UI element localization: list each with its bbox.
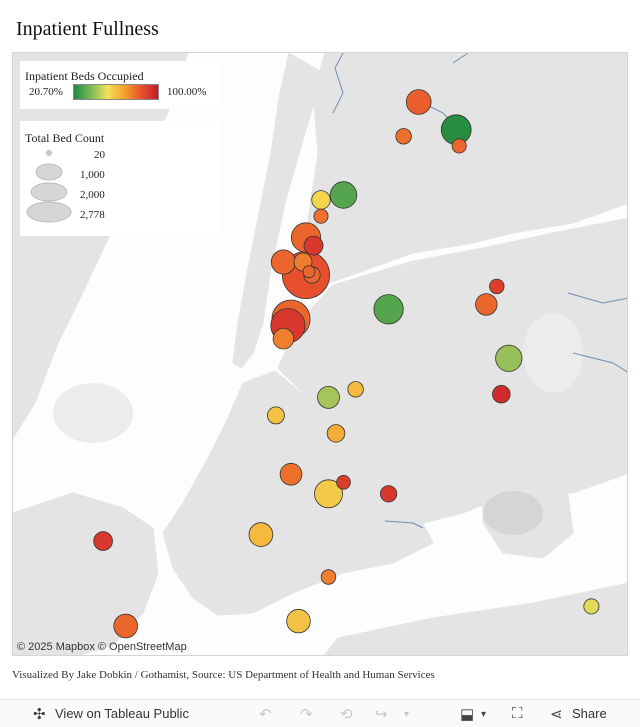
hospital-marker-1[interactable] xyxy=(405,89,432,115)
view-on-tableau-link[interactable]: View on Tableau Public xyxy=(55,706,189,721)
redo-icon[interactable]: ↷ xyxy=(300,706,313,723)
hospital-marker-30[interactable] xyxy=(379,485,398,503)
map-attribution[interactable]: © 2025 Mapbox © OpenStreetMap xyxy=(17,641,187,653)
size-legend-item-4: 2,778 xyxy=(80,209,105,221)
size-legend-item-3: 2,000 xyxy=(80,189,105,201)
color-legend-gradient xyxy=(73,84,159,100)
size-legend-item-1: 20 xyxy=(94,149,105,161)
land-manhattan xyxy=(232,53,324,369)
hospital-marker-24[interactable] xyxy=(347,381,364,398)
hospital-marker-28[interactable] xyxy=(314,479,343,509)
revert-icon[interactable]: ⟲ xyxy=(340,706,353,723)
hospital-marker-25[interactable] xyxy=(266,406,285,425)
refresh-icon[interactable]: ↪ xyxy=(375,706,388,723)
hospital-marker-10[interactable] xyxy=(270,249,296,275)
hospital-marker-7[interactable] xyxy=(313,208,329,224)
color-legend-max: 100.00% xyxy=(167,86,207,98)
hospital-marker-26[interactable] xyxy=(326,424,346,443)
hospital-marker-36[interactable] xyxy=(583,598,600,615)
hospital-marker-4[interactable] xyxy=(451,138,467,154)
hospital-marker-33[interactable] xyxy=(286,608,311,634)
hospital-marker-14[interactable] xyxy=(302,265,316,279)
undo-icon[interactable]: ↶ xyxy=(259,706,272,723)
tableau-toolbar: ✣ View on Tableau Public ↶ ↷ ⟲ ↪ ▾ ⬓ ▾ ⛶… xyxy=(0,699,640,727)
hospital-marker-32[interactable] xyxy=(320,569,337,585)
hospital-marker-17[interactable] xyxy=(272,328,295,350)
hospital-marker-31[interactable] xyxy=(248,522,274,547)
hospital-marker-34[interactable] xyxy=(93,531,113,551)
hospital-marker-5[interactable] xyxy=(329,181,358,209)
download-icon[interactable]: ⬓ xyxy=(460,706,475,723)
land-brooklyn xyxy=(162,370,434,616)
land-rockaway xyxy=(323,582,627,655)
hospital-markers[interactable] xyxy=(93,89,600,639)
page-title: Inpatient Fullness xyxy=(16,18,159,40)
land-new-jersey xyxy=(13,53,189,439)
hospital-marker-27[interactable] xyxy=(279,462,303,486)
hospital-marker-35[interactable] xyxy=(113,613,138,639)
color-legend-min: 20.70% xyxy=(29,86,63,98)
hospital-marker-29[interactable] xyxy=(336,474,351,490)
hospital-marker-18[interactable] xyxy=(373,294,404,325)
hospital-marker-21[interactable] xyxy=(495,344,523,372)
size-legend: Total Bed Count 20 1,000 2,000 2,778 xyxy=(20,121,220,236)
size-legend-item-2: 1,000 xyxy=(80,169,105,181)
share-button[interactable]: Share xyxy=(572,706,607,721)
download-chevron-icon[interactable]: ▾ xyxy=(481,709,487,720)
refresh-dropdown-chevron-icon[interactable]: ▾ xyxy=(404,709,410,720)
hospital-marker-20[interactable] xyxy=(489,278,505,295)
size-legend-symbols xyxy=(26,150,72,223)
hospital-marker-6[interactable] xyxy=(311,190,331,210)
hospital-marker-22[interactable] xyxy=(492,385,511,404)
fullscreen-icon[interactable]: ⛶ xyxy=(512,705,523,722)
share-icon[interactable]: ⋖ xyxy=(550,706,563,723)
land-bronx xyxy=(302,53,627,286)
hospital-marker-9[interactable] xyxy=(303,235,324,256)
hospital-marker-2[interactable] xyxy=(395,128,412,145)
color-legend: Inpatient Beds Occupied 20.70% 100.00% xyxy=(20,61,220,109)
water-features xyxy=(53,313,583,591)
tableau-logo-icon[interactable]: ✣ xyxy=(33,706,46,723)
hospital-marker-23[interactable] xyxy=(317,385,340,409)
color-legend-title: Inpatient Beds Occupied xyxy=(25,69,144,83)
hospital-marker-19[interactable] xyxy=(475,293,498,316)
source-note: Visualized By Jake Dobkin / Gothamist, S… xyxy=(12,669,435,681)
size-legend-title: Total Bed Count xyxy=(25,131,105,145)
